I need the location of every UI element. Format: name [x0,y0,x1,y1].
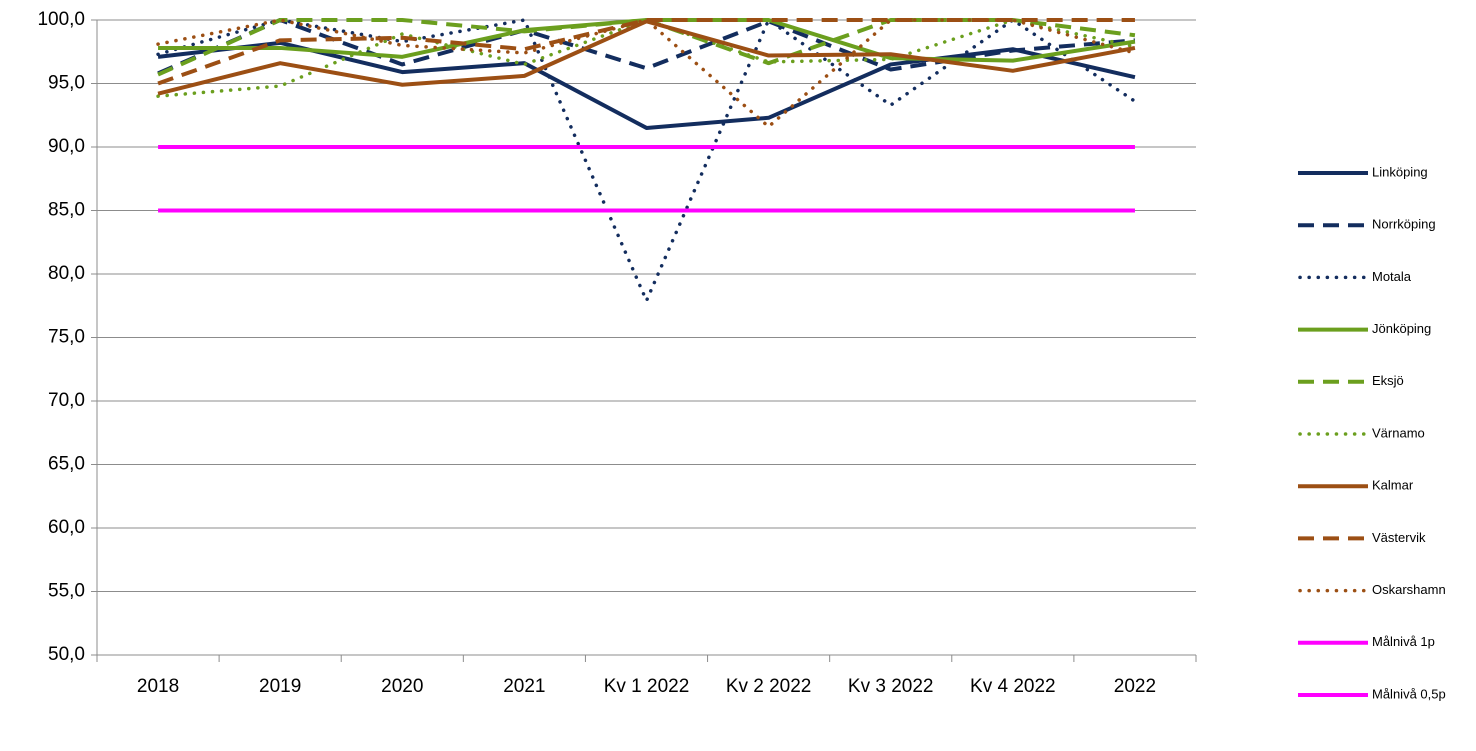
y-tick-label: 70,0 [48,390,85,411]
legend-label: Målnivå 0,5p [1372,686,1446,701]
x-tick-label: 2020 [381,676,423,697]
legend-label: Jönköping [1372,321,1431,336]
series-line [156,18,1137,303]
x-tick-label: Kv 4 2022 [970,676,1056,697]
y-tick-label: 60,0 [48,517,85,538]
series-line [157,18,1136,76]
x-tick-label: Kv 1 2022 [604,676,690,697]
legend-label: Målnivå 1p [1372,634,1435,649]
x-tick-label: 2019 [259,676,301,697]
y-tick-label: 50,0 [48,644,85,665]
y-tick-label: 85,0 [48,200,85,221]
x-tick-label: Kv 2 2022 [726,676,812,697]
x-tick-label: 2022 [1114,676,1156,697]
y-tick-label: 55,0 [48,581,85,602]
x-tick-label: 2018 [137,676,179,697]
y-tick-label: 90,0 [48,136,85,157]
legend-label: Oskarshamn [1372,582,1446,597]
y-tick-label: 100,0 [37,9,85,30]
y-tick-label: 95,0 [48,73,85,94]
legend-label: Västervik [1372,530,1426,545]
x-tick-label: 2021 [503,676,545,697]
legend-label: Linköping [1372,164,1428,179]
series-line [157,19,1136,96]
legend-label: Motala [1372,269,1412,284]
x-tick-label: Kv 3 2022 [848,676,934,697]
series-line [157,18,1135,86]
series-line [156,18,1137,98]
y-tick-label: 65,0 [48,454,85,475]
y-tick-label: 80,0 [48,263,85,284]
legend-label: Kalmar [1372,478,1414,493]
legend-label: Eksjö [1372,373,1404,388]
legend-label: Värnamo [1372,425,1425,440]
legend-label: Norrköping [1372,217,1436,232]
y-tick-label: 75,0 [48,327,85,348]
